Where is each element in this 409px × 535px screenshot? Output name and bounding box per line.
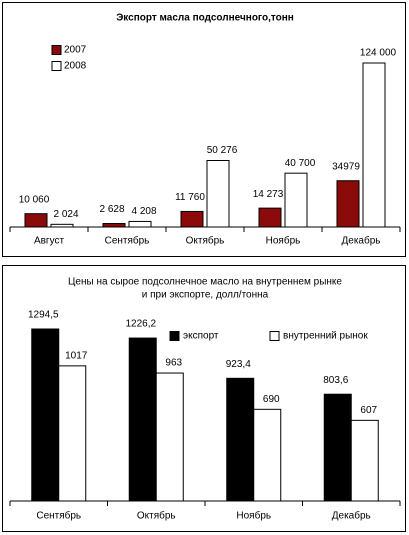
x-tick-label: Август: [34, 236, 65, 247]
x-tick-label: Ноябрь: [236, 510, 271, 522]
legend-label: 2008: [64, 61, 87, 72]
x-tick-label: Октябрь: [186, 235, 225, 247]
data-label: 40 700: [285, 158, 316, 169]
chart-title: и при экспорте, долл/тонна: [142, 290, 269, 301]
legend-label: экспорт: [183, 331, 219, 342]
bar: [24, 213, 48, 228]
chart-title: Экспорт масла подсолнечного,тонн: [116, 13, 294, 24]
data-label: 34979: [332, 161, 360, 172]
bar: [50, 223, 74, 228]
x-tick-label: Сентябрь: [36, 510, 81, 522]
bar: [362, 62, 386, 228]
data-label: 14 273: [253, 189, 284, 200]
bar: [206, 160, 230, 228]
x-tick-label: Декабрь: [332, 510, 371, 522]
data-label: 1017: [65, 351, 88, 362]
chart-title: Цены на сырое подсолнечное масло на внут…: [68, 277, 342, 288]
bar: [336, 180, 360, 228]
bar: [128, 220, 152, 228]
legend-label: внутренний рынок: [283, 331, 368, 342]
data-label: 923,4: [226, 359, 251, 370]
x-tick-label: Декабрь: [342, 235, 381, 247]
data-label: 2 024: [53, 209, 78, 220]
bar: [128, 337, 157, 502]
bar: [102, 223, 126, 228]
bar: [31, 328, 60, 502]
bar: [58, 365, 87, 502]
data-label: 124 000: [360, 48, 397, 59]
data-label: 607: [360, 405, 377, 416]
legend-swatch: [51, 61, 62, 71]
data-label: 803,6: [323, 375, 348, 386]
data-label: 11 760: [175, 192, 205, 203]
legend-swatch: [51, 45, 62, 55]
chart-frame: [2, 2, 406, 257]
legend-swatch: [269, 331, 280, 341]
bar: [155, 372, 184, 502]
data-label: 50 276: [207, 145, 238, 156]
x-tick-label: Ноябрь: [266, 235, 301, 247]
x-tick-label: Октябрь: [137, 510, 176, 522]
data-label: 2 628: [99, 204, 124, 215]
data-label: 4 208: [131, 206, 156, 217]
data-label: 1294,5: [28, 310, 59, 321]
data-label: 963: [165, 358, 182, 369]
bar: [350, 419, 379, 502]
bar: [258, 207, 282, 228]
data-label: 10 060: [19, 194, 50, 205]
legend-label: 2007: [64, 45, 87, 56]
x-tick-label: Сентябрь: [105, 235, 150, 247]
bar: [180, 210, 204, 228]
data-label: 1226,2: [125, 319, 156, 330]
bar: [253, 408, 282, 502]
legend-swatch: [169, 331, 180, 341]
bar: [323, 393, 352, 502]
bar: [284, 172, 308, 228]
chart-frame: [2, 265, 406, 532]
data-label: 690: [263, 394, 280, 405]
bar: [226, 377, 255, 502]
